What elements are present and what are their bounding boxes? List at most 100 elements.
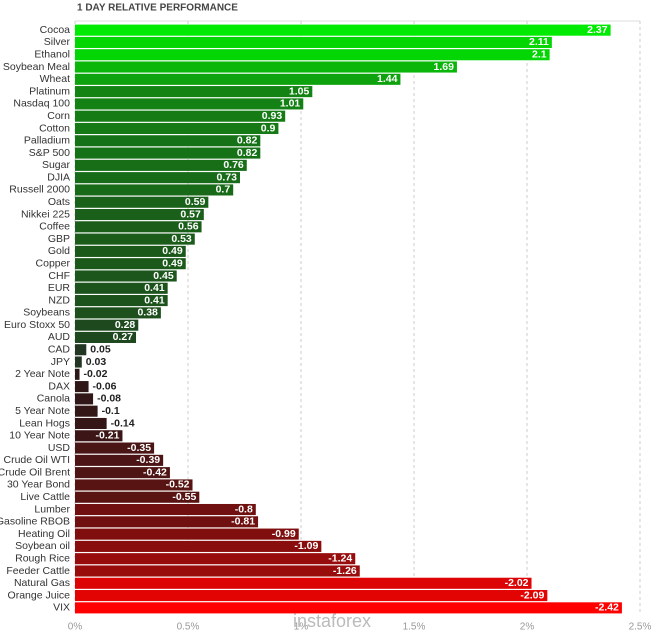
category-label: Gold [48, 245, 70, 257]
bar [75, 258, 186, 270]
bar [75, 172, 240, 184]
category-label: Nasdaq 100 [13, 98, 70, 110]
bar [75, 98, 304, 110]
value-label: 2.37 [587, 24, 608, 36]
bar [75, 73, 401, 85]
bar [75, 331, 137, 343]
x-tick-label: 1.5% [403, 622, 426, 633]
category-label: Canola [37, 393, 70, 405]
bar [75, 344, 87, 356]
value-label: 0.38 [137, 307, 158, 319]
category-label: Sugar [42, 159, 71, 171]
value-label: 0.82 [237, 147, 258, 159]
category-label: 5 Year Note [15, 405, 70, 417]
bar [75, 405, 98, 417]
value-label: -0.35 [127, 442, 151, 454]
category-label: Natural Gas [14, 577, 70, 589]
category-label: Oats [48, 196, 70, 208]
value-label: 0.53 [171, 233, 192, 245]
category-label: Heating Oil [18, 528, 70, 540]
value-label: 0.73 [217, 171, 238, 183]
bar [75, 86, 313, 98]
value-label: 0.57 [180, 208, 201, 220]
category-label: Live Cattle [20, 491, 70, 503]
value-label: 0.41 [144, 294, 165, 306]
value-label: 0.41 [144, 282, 165, 294]
bar [75, 110, 286, 122]
category-label: Crude Oil Brent [0, 466, 70, 478]
category-label: Feeder Cattle [6, 565, 70, 577]
value-label: 0.49 [162, 257, 183, 269]
bar [75, 417, 107, 430]
value-label: 0.45 [153, 270, 174, 282]
category-label: Platinum [29, 85, 70, 97]
value-label: 0.03 [86, 356, 107, 368]
value-label: -1.09 [294, 540, 318, 552]
chart-title: 1 DAY RELATIVE PERFORMANCE [77, 3, 238, 14]
bar [75, 565, 360, 577]
bar [75, 454, 164, 466]
value-label: -0.55 [172, 491, 196, 503]
bar [75, 442, 155, 454]
bar [75, 295, 168, 307]
category-label: Silver [44, 36, 71, 48]
bar [75, 24, 611, 36]
category-label: Copper [36, 257, 71, 269]
bar [75, 135, 261, 147]
category-label: Ethanol [34, 49, 70, 61]
bar [75, 233, 195, 245]
bar [75, 503, 256, 516]
bar [75, 479, 193, 491]
bar [75, 307, 161, 319]
x-tick-label: 0.5% [177, 622, 200, 633]
category-label: JPY [51, 356, 70, 368]
value-label: -0.21 [96, 430, 120, 442]
category-label: NZD [48, 294, 70, 306]
category-label: EUR [48, 282, 71, 294]
category-label: Palladium [24, 135, 70, 147]
bar [75, 393, 94, 405]
bar [75, 122, 279, 135]
category-label: Soybean oil [15, 540, 70, 552]
bar [75, 49, 550, 61]
category-label: VIX [53, 602, 70, 614]
category-label: Gasoline RBOB [0, 516, 70, 528]
value-label: 0.93 [262, 110, 283, 122]
value-label: -0.99 [272, 528, 296, 540]
category-label: Soybeans [23, 307, 70, 319]
value-label: -0.42 [143, 466, 167, 478]
category-label: 30 Year Bond [7, 479, 70, 491]
category-label: Euro Stoxx 50 [4, 319, 70, 331]
value-label: 0.7 [216, 184, 231, 196]
category-label: CHF [48, 270, 70, 282]
bar [75, 208, 204, 221]
value-label: 0.82 [237, 135, 258, 147]
category-label: GBP [48, 233, 70, 245]
bar [75, 540, 322, 552]
watermark: instaforex [293, 611, 371, 631]
value-label: 0.76 [223, 159, 244, 171]
value-label: -0.52 [166, 479, 190, 491]
value-label: -0.8 [235, 503, 253, 515]
value-label: -0.39 [136, 454, 160, 466]
bar [75, 319, 139, 331]
value-label: 1.01 [280, 98, 301, 110]
value-label: 2.1 [532, 49, 547, 61]
bar [75, 196, 209, 208]
value-label: -0.06 [93, 380, 117, 392]
category-label: Cocoa [40, 24, 71, 36]
bar [75, 553, 356, 565]
bar [75, 356, 82, 368]
value-label: 0.49 [162, 245, 183, 257]
bar [75, 282, 168, 294]
category-label: CAD [48, 344, 71, 356]
bar [75, 602, 622, 614]
value-label: 1.69 [434, 61, 455, 73]
bar [75, 245, 186, 257]
value-label: -0.08 [97, 393, 121, 405]
category-label: Coffee [39, 221, 70, 233]
category-label: Rough Rice [15, 552, 70, 564]
bar [75, 270, 177, 282]
category-label: S&P 500 [29, 147, 70, 159]
